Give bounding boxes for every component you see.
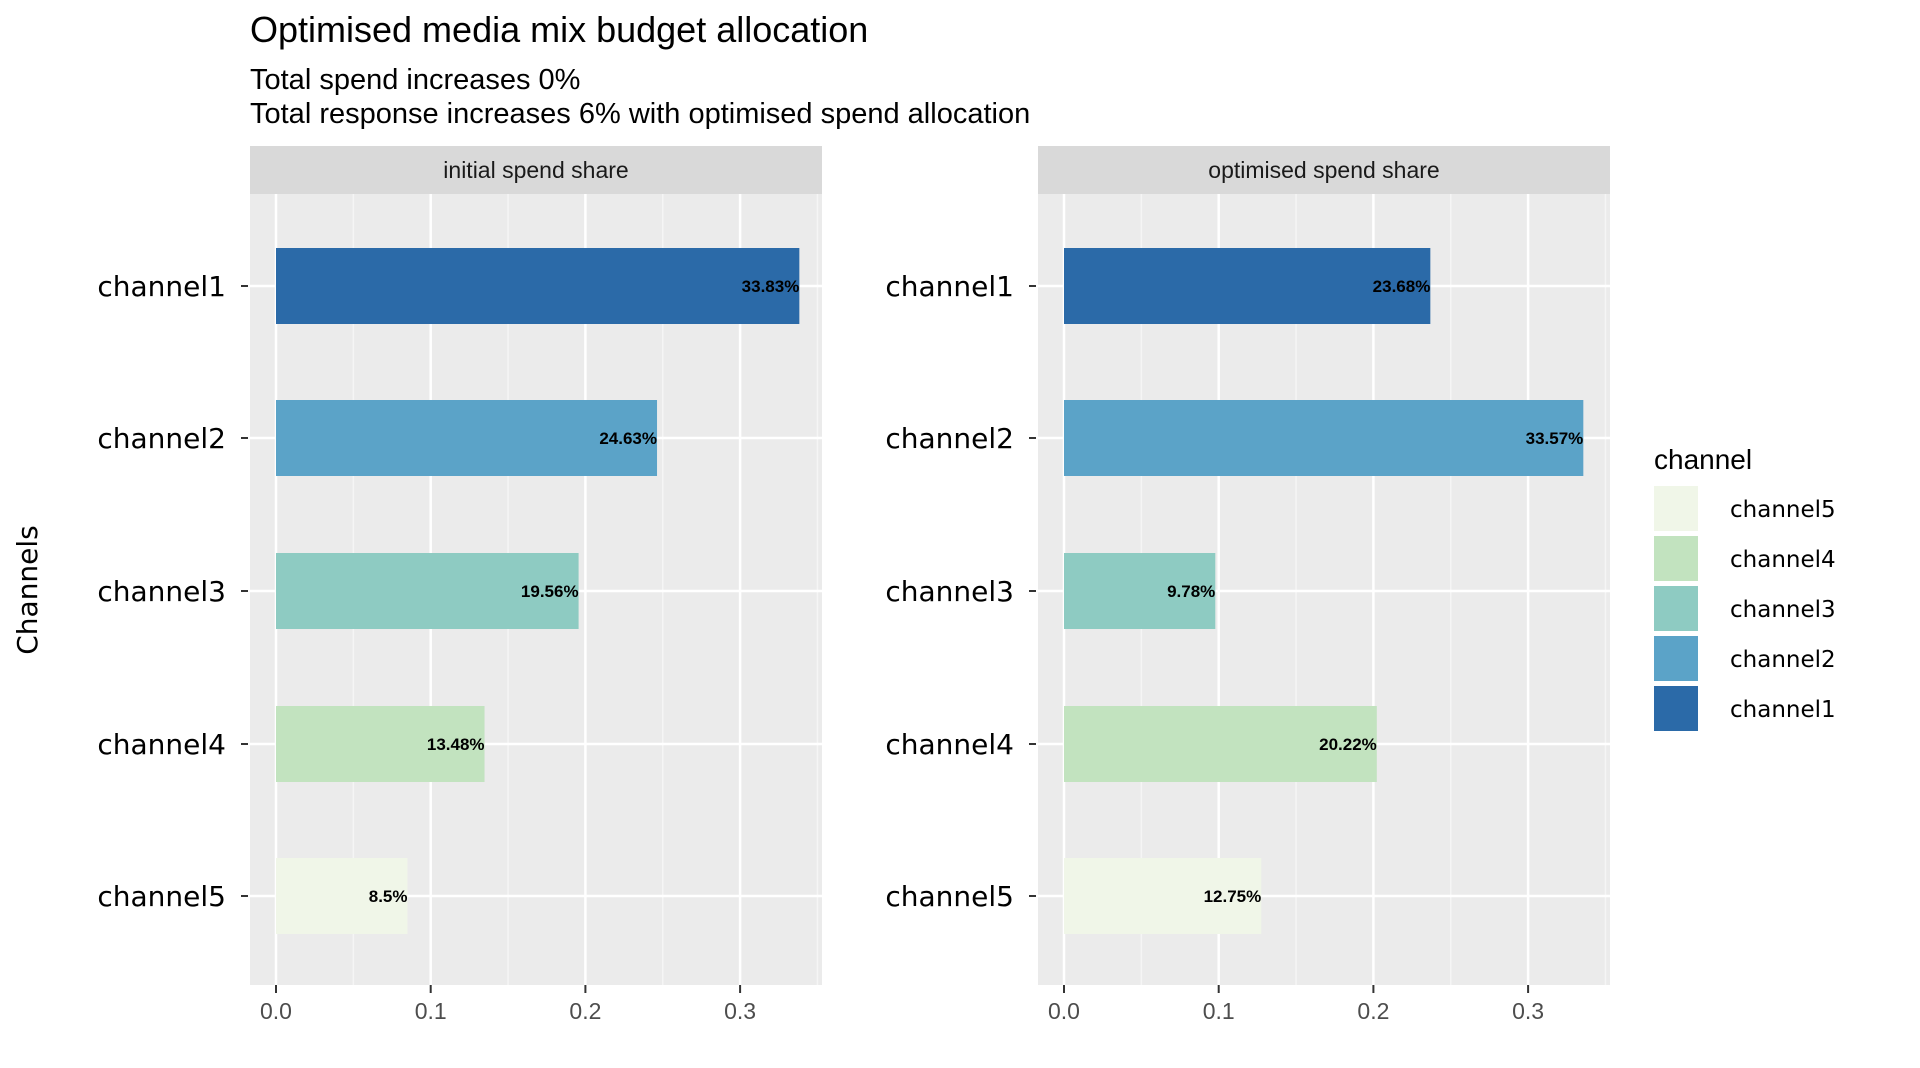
x-tick-label: 0.2 bbox=[569, 998, 601, 1024]
bar-label-channel3: 19.56% bbox=[521, 582, 579, 601]
legend-key-channel4 bbox=[1654, 536, 1698, 581]
x-tick-label: 0.1 bbox=[415, 998, 447, 1024]
bar-channel3 bbox=[1064, 553, 1216, 629]
facet-strip-label: optimised spend share bbox=[1208, 157, 1439, 183]
x-tick-label: 0.3 bbox=[724, 998, 756, 1024]
bar-channel1 bbox=[276, 248, 800, 324]
y-tick-label-channel4: channel4 bbox=[97, 728, 226, 761]
y-axis-title: Channels bbox=[11, 525, 44, 655]
x-tick-label: 0.1 bbox=[1203, 998, 1235, 1024]
facet-strip bbox=[250, 146, 822, 194]
bar-channel3 bbox=[276, 553, 579, 629]
legend-key-channel2 bbox=[1654, 636, 1698, 681]
facet-strip bbox=[1038, 146, 1610, 194]
bar-label-channel1: 23.68% bbox=[1373, 277, 1431, 296]
x-tick-label: 0.0 bbox=[260, 998, 292, 1024]
y-tick-label-channel3: channel3 bbox=[97, 575, 226, 608]
y-tick-label-channel3: channel3 bbox=[885, 575, 1014, 608]
legend-title: channel bbox=[1654, 444, 1752, 475]
bar-label-channel3: 9.78% bbox=[1167, 582, 1215, 601]
y-tick-label-channel2: channel2 bbox=[885, 422, 1014, 455]
bar-label-channel4: 13.48% bbox=[427, 735, 485, 754]
bar-channel4 bbox=[1064, 706, 1377, 782]
legend-label-channel5: channel5 bbox=[1730, 497, 1836, 523]
legend-key-channel3 bbox=[1654, 586, 1698, 631]
bar-label-channel1: 33.83% bbox=[742, 277, 800, 296]
bar-channel2 bbox=[1064, 400, 1584, 476]
legend-key-channel5 bbox=[1654, 486, 1698, 531]
bar-channel5 bbox=[276, 858, 408, 934]
bar-channel2 bbox=[276, 400, 658, 476]
x-tick-label: 0.0 bbox=[1048, 998, 1080, 1024]
chart-subtitle-line-1: Total spend increases 0% bbox=[250, 64, 580, 96]
x-tick-label: 0.2 bbox=[1357, 998, 1389, 1024]
bar-label-channel5: 12.75% bbox=[1204, 887, 1262, 906]
bar-channel5 bbox=[1064, 858, 1262, 934]
bar-channel1 bbox=[1064, 248, 1431, 324]
y-tick-label-channel5: channel5 bbox=[885, 880, 1014, 913]
legend: channel channel5 channel4 channel3 channel2 c… bbox=[1654, 444, 1836, 731]
x-tick-label: 0.3 bbox=[1512, 998, 1544, 1024]
bar-label-channel4: 20.22% bbox=[1319, 735, 1377, 754]
legend-label-channel1: channel1 bbox=[1730, 697, 1836, 723]
y-tick-label-channel2: channel2 bbox=[97, 422, 226, 455]
bar-channel4 bbox=[276, 706, 485, 782]
bar-label-channel2: 24.63% bbox=[599, 429, 657, 448]
facet-panel-2: optimised spend share 23.68% channel1 33.57… bbox=[885, 146, 1610, 1024]
chart-title: Optimised media mix budget allocation bbox=[250, 9, 868, 50]
bar-label-channel5: 8.5% bbox=[369, 887, 408, 906]
legend-label-channel4: channel4 bbox=[1730, 547, 1836, 573]
bar-label-channel2: 33.57% bbox=[1526, 429, 1584, 448]
y-tick-label-channel5: channel5 bbox=[97, 880, 226, 913]
legend-key-channel1 bbox=[1654, 686, 1698, 731]
facet-panel-1: initial spend share 33.83% channel1 24.63% c… bbox=[97, 146, 822, 1024]
y-tick-label-channel1: channel1 bbox=[97, 270, 226, 303]
legend-label-channel3: channel3 bbox=[1730, 597, 1836, 623]
y-tick-label-channel4: channel4 bbox=[885, 728, 1014, 761]
facet-strip-label: initial spend share bbox=[443, 157, 628, 183]
legend-label-channel2: channel2 bbox=[1730, 647, 1836, 673]
facet-panels: initial spend share 33.83% channel1 24.63% c… bbox=[97, 146, 1610, 1024]
y-tick-label-channel1: channel1 bbox=[885, 270, 1014, 303]
chart-subtitle-line-2: Total response increases 6% with optimis… bbox=[250, 98, 1030, 130]
